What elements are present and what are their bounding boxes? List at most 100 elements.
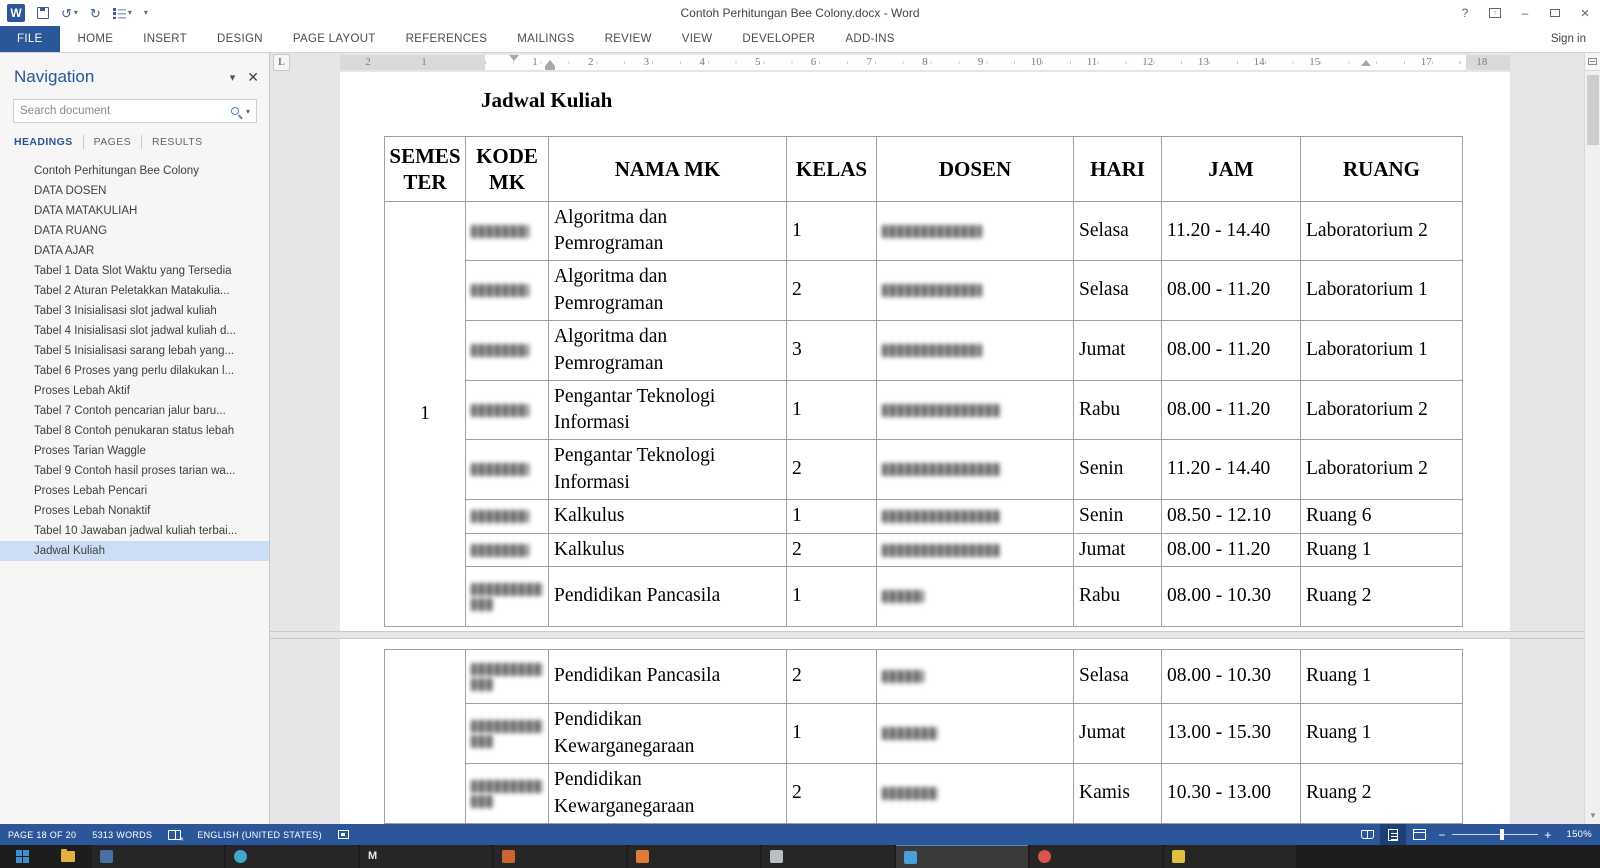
kelas-cell: 1 <box>786 703 877 764</box>
app-window-2[interactable] <box>226 845 358 868</box>
close-button[interactable]: × <box>1570 2 1600 24</box>
search-icon[interactable] <box>230 107 239 115</box>
minimize-button[interactable]: – <box>1510 2 1540 24</box>
customize-qat-button[interactable]: ▾ <box>144 9 148 17</box>
nav-heading-item[interactable]: Tabel 9 Contoh hasil proses tarian wa... <box>34 465 236 477</box>
ribbon-tab-references[interactable]: REFERENCES <box>405 33 488 45</box>
proofing-errors-icon[interactable] <box>168 829 184 843</box>
app-window-4[interactable] <box>494 845 626 868</box>
web-layout-icon <box>1412 829 1426 840</box>
nav-heading-item[interactable]: Tabel 10 Jawaban jadwal kuliah terbai... <box>34 525 238 537</box>
macro-recording-icon[interactable] <box>337 830 349 839</box>
vertical-scrollbar[interactable]: ▼ <box>1584 53 1600 824</box>
app-window-1[interactable] <box>92 845 224 868</box>
nav-heading-item[interactable]: Tabel 4 Inisialisasi slot jadwal kuliah … <box>34 325 236 337</box>
zoom-in-button[interactable]: + <box>1544 827 1552 842</box>
app-window-5[interactable] <box>628 845 760 868</box>
nav-tab-pages[interactable]: PAGES <box>93 136 132 148</box>
nav-heading-item[interactable]: DATA MATAKULIAH <box>34 205 138 217</box>
nav-heading-item[interactable]: Proses Lebah Aktif <box>34 385 130 397</box>
jam-cell: 13.00 - 15.30 <box>1161 703 1301 764</box>
left-indent-marker[interactable] <box>545 66 555 70</box>
app-window-7[interactable] <box>896 845 1028 868</box>
undo-button[interactable]: ↺ ▾ <box>61 5 78 21</box>
scroll-down-button[interactable]: ▼ <box>1585 808 1600 822</box>
nav-tab-results[interactable]: RESULTS <box>152 136 203 148</box>
nav-heading-item[interactable]: Tabel 2 Aturan Peletakkan Matakulia... <box>34 285 230 297</box>
status-bar: PAGE 18 OF 20 5313 WORDS ENGLISH (UNITED… <box>0 824 1600 845</box>
main-area: Navigation ▾ ✕ ▾ HEADINGS PAGES RESULTS Co… <box>0 53 1600 824</box>
schedule-table-page1[interactable]: SEMESTER KODE MK NAMA MK KELAS DOSEN HARI JAM R… <box>384 136 1463 627</box>
word-logo-icon[interactable]: W <box>7 4 25 22</box>
document-page-18[interactable]: Jadwal Kuliah SEMESTER KODE MK NAMA MK KELA… <box>340 72 1510 631</box>
nav-heading-item[interactable]: Proses Lebah Nonaktif <box>34 505 151 517</box>
page-canvas[interactable]: Jadwal Kuliah SEMESTER KODE MK NAMA MK KELA… <box>270 72 1584 824</box>
redo-button[interactable]: ↻ <box>89 5 101 21</box>
nav-heading-item[interactable]: Contoh Perhitungan Bee Colony <box>34 165 199 177</box>
undo-caret-icon[interactable]: ▾ <box>73 8 78 17</box>
nav-heading-item[interactable]: DATA DOSEN <box>34 185 107 197</box>
app-icon <box>904 850 917 864</box>
app-window-8[interactable] <box>1030 845 1162 868</box>
save-button[interactable] <box>37 7 49 19</box>
restore-button[interactable] <box>1540 2 1570 24</box>
start-button[interactable] <box>0 845 44 868</box>
right-indent-marker[interactable] <box>1361 60 1371 66</box>
ribbon-tab-view[interactable]: VIEW <box>681 33 713 45</box>
ribbon-tab-mailings[interactable]: MAILINGS <box>517 33 575 45</box>
app-window-3[interactable]: M <box>360 845 492 868</box>
ruler[interactable]: 2 1 1 2 3 4 5 6 7 8 9 10 11 12 13 14 15 17 18 <box>340 55 1510 70</box>
nav-heading-item[interactable]: Tabel 6 Proses yang perlu dilakukan l... <box>34 365 235 377</box>
nav-heading-item[interactable]: Tabel 7 Contoh pencarian jalur baru... <box>34 405 226 417</box>
zoom-slider[interactable] <box>1452 824 1538 845</box>
nav-heading-item[interactable]: Tabel 3 Inisialisasi slot jadwal kuliah <box>34 305 217 317</box>
web-layout-button[interactable] <box>1406 824 1432 845</box>
nav-heading-item[interactable]: Proses Tarian Waggle <box>34 445 146 457</box>
schedule-table-page2[interactable]: Pendidikan Pancasila 2 Selasa 08.00 - 10.30… <box>384 649 1463 824</box>
navigation-close-icon[interactable]: ✕ <box>247 68 259 85</box>
read-mode-button[interactable] <box>1354 824 1380 845</box>
sign-in-link[interactable]: Sign in <box>1551 26 1600 52</box>
tab-selector-button[interactable]: L <box>273 54 290 71</box>
nav-heading-item[interactable]: DATA RUANG <box>34 225 108 237</box>
ribbon-tab-home[interactable]: HOME <box>77 33 114 45</box>
page-indicator[interactable]: PAGE 18 OF 20 <box>8 829 77 840</box>
ribbon-display-options-button[interactable]: ↑ <box>1480 2 1510 24</box>
ribbon-tab-insert[interactable]: INSERT <box>143 33 187 45</box>
ribbon-tab-review[interactable]: REVIEW <box>604 33 652 45</box>
file-explorer-button[interactable] <box>46 845 90 868</box>
help-button[interactable]: ? <box>1450 2 1480 24</box>
zoom-out-button[interactable]: − <box>1438 827 1446 842</box>
nav-heading-item[interactable]: Tabel 8 Contoh penukaran status lebah <box>34 425 235 437</box>
nav-heading-item[interactable]: Tabel 5 Inisialisasi sarang lebah yang..… <box>34 345 235 357</box>
ribbon-tab-design[interactable]: DESIGN <box>216 33 263 45</box>
ribbon-tab-page-layout[interactable]: PAGE LAYOUT <box>292 33 376 45</box>
first-line-indent-marker[interactable] <box>509 55 519 61</box>
nav-heading-item[interactable]: Proses Lebah Pencari <box>34 485 148 497</box>
nav-heading-item[interactable]: Jadwal Kuliah <box>0 541 269 561</box>
hanging-indent-marker[interactable] <box>545 60 555 66</box>
nav-heading-item[interactable]: Tabel 1 Data Slot Waktu yang Tersedia <box>34 265 232 277</box>
language-indicator[interactable]: ENGLISH (UNITED STATES) <box>197 829 322 840</box>
numbering-button[interactable]: ▾ <box>112 7 132 19</box>
search-input[interactable] <box>20 105 231 117</box>
document-page-19[interactable]: Pendidikan Pancasila 2 Selasa 08.00 - 10.30… <box>340 639 1510 824</box>
scrollbar-thumb[interactable] <box>1587 75 1599 145</box>
ruler-toggle-button[interactable] <box>1585 53 1600 71</box>
ribbon-tab-add-ins[interactable]: ADD-INS <box>845 33 895 45</box>
word-count[interactable]: 5313 WORDS <box>92 829 153 840</box>
numbering-caret-icon[interactable]: ▾ <box>127 8 132 17</box>
navigation-options-caret-icon[interactable]: ▾ <box>229 71 236 84</box>
app-window-6[interactable] <box>762 845 894 868</box>
zoom-slider-thumb[interactable] <box>1500 829 1505 840</box>
navigation-tabs: HEADINGS PAGES RESULTS <box>0 133 269 155</box>
search-box[interactable]: ▾ <box>13 99 257 123</box>
search-options-caret-icon[interactable]: ▾ <box>245 106 250 116</box>
nav-heading-item[interactable]: DATA AJAR <box>34 245 95 257</box>
zoom-level[interactable]: 150% <box>1566 829 1592 840</box>
ribbon-tab-file[interactable]: FILE <box>0 26 60 52</box>
print-layout-button[interactable] <box>1380 824 1406 845</box>
app-window-9[interactable] <box>1164 845 1296 868</box>
ribbon-tab-developer[interactable]: DEVELOPER <box>742 33 816 45</box>
nav-tab-headings[interactable]: HEADINGS <box>14 136 73 148</box>
